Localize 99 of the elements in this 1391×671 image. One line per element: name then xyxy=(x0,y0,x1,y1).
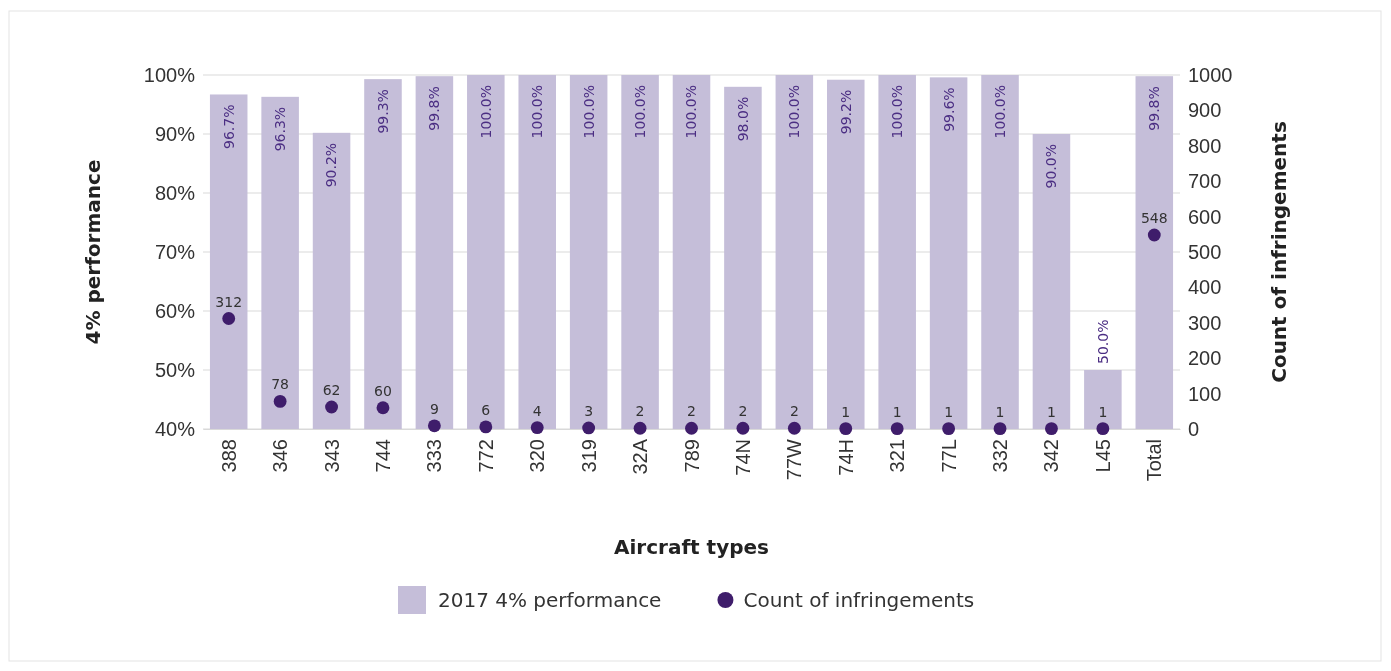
y-tick-label: 80% xyxy=(154,181,196,204)
data-label: 99.3% xyxy=(374,89,391,134)
y2-tick-label: 100 xyxy=(1188,382,1222,405)
y-axis-title: 4% performance xyxy=(81,159,105,345)
data-label: 60 xyxy=(374,382,392,399)
point xyxy=(942,422,956,436)
legend-label: 2017 4% performance xyxy=(438,588,662,612)
data-label: 100.0% xyxy=(477,85,494,139)
point xyxy=(993,422,1007,436)
data-label: 2 xyxy=(738,403,748,420)
y-tick-label: 40% xyxy=(154,417,196,440)
data-label: 1 xyxy=(1046,403,1056,420)
point xyxy=(530,421,544,434)
data-label: 98.0% xyxy=(734,96,751,142)
data-label: 100.0% xyxy=(631,85,648,139)
legend-label: Count of infringements xyxy=(743,588,975,612)
data-label: 1 xyxy=(892,403,902,420)
data-label: 96.7% xyxy=(220,104,237,149)
x-tick-label: 772 xyxy=(474,439,497,473)
data-label: 548 xyxy=(1140,210,1168,227)
y-tick-label: 100% xyxy=(143,63,196,86)
point xyxy=(427,419,441,433)
x-tick-label: 343 xyxy=(320,439,343,473)
y2-tick-label: 600 xyxy=(1188,205,1222,228)
data-label: 99.8% xyxy=(426,86,443,131)
data-label: 90.2% xyxy=(323,142,340,188)
x-tick-label: 342 xyxy=(1040,439,1063,473)
data-label: 96.3% xyxy=(272,106,289,152)
x-tick-label: 332 xyxy=(989,439,1012,473)
data-label: 100.0% xyxy=(529,85,546,139)
x-tick-label: 333 xyxy=(423,439,446,473)
x-tick-label: 388 xyxy=(217,439,240,473)
data-label: 1 xyxy=(1098,403,1108,420)
y-tick-label: 70% xyxy=(154,240,196,263)
data-label: 9 xyxy=(429,400,439,417)
point xyxy=(890,422,904,436)
data-label: 100.0% xyxy=(683,85,700,139)
y2-tick-label: 200 xyxy=(1188,347,1222,370)
point xyxy=(376,401,390,415)
data-label: 50.0% xyxy=(1094,319,1111,364)
y2-tick-label: 500 xyxy=(1188,240,1222,263)
data-label: 1 xyxy=(944,403,954,420)
y2-axis-title: Count of infringements xyxy=(1267,121,1291,383)
point xyxy=(633,421,647,435)
point xyxy=(273,394,287,408)
y2-tick-label: 400 xyxy=(1188,276,1222,299)
data-label: 2 xyxy=(789,403,799,420)
data-label: 1 xyxy=(841,403,851,420)
point xyxy=(325,400,338,414)
x-tick-label: Total xyxy=(1143,439,1166,482)
x-tick-label: 77L xyxy=(937,439,960,473)
y2-tick-label: 1000 xyxy=(1188,63,1233,86)
x-tick-label: 346 xyxy=(269,439,292,473)
x-tick-label: 321 xyxy=(886,439,909,473)
data-label: 3 xyxy=(584,402,594,419)
data-label: 100.0% xyxy=(889,85,906,139)
data-label: 312 xyxy=(215,293,243,310)
x-tick-label: 789 xyxy=(680,439,703,473)
data-label: 1 xyxy=(995,403,1005,420)
y2-tick-label: 300 xyxy=(1188,311,1222,334)
x-axis-title: Aircraft types xyxy=(613,535,770,559)
data-label: 78 xyxy=(271,376,290,393)
data-label: 100.0% xyxy=(991,85,1008,139)
data-label: 100.0% xyxy=(580,85,597,139)
y2-tick-label: 700 xyxy=(1188,170,1222,193)
point xyxy=(1096,422,1110,436)
y2-tick-label: 900 xyxy=(1188,99,1222,122)
x-tick-label: L45 xyxy=(1091,439,1114,473)
point xyxy=(1147,228,1161,242)
point xyxy=(736,421,750,435)
y-tick-label: 60% xyxy=(154,299,196,322)
point xyxy=(685,421,698,435)
point xyxy=(787,421,801,435)
x-tick-label: 320 xyxy=(526,439,549,473)
x-tick-label: 74H xyxy=(834,439,857,476)
x-tick-label: 744 xyxy=(371,439,394,473)
y2-tick-label: 800 xyxy=(1188,134,1222,157)
data-label: 2 xyxy=(687,403,696,420)
data-label: 62 xyxy=(322,382,341,399)
point xyxy=(479,420,493,434)
data-label: 2 xyxy=(635,403,645,420)
data-label: 99.8% xyxy=(1146,86,1163,131)
point xyxy=(582,421,596,435)
data-label: 99.6% xyxy=(940,87,957,132)
y2-tick-label: 0 xyxy=(1188,417,1200,440)
x-tick-label: 77W xyxy=(783,438,806,481)
x-tick-label: 32A xyxy=(629,438,652,475)
data-label: 4 xyxy=(532,402,542,419)
x-tick-label: 319 xyxy=(577,439,600,473)
point xyxy=(839,422,853,436)
data-label: 99.2% xyxy=(837,89,854,135)
x-tick-label: 74N xyxy=(731,439,754,476)
data-label: 90.0% xyxy=(1043,144,1060,189)
y-tick-label: 90% xyxy=(154,122,196,145)
data-label: 100.0% xyxy=(786,85,803,139)
point xyxy=(1045,422,1058,436)
data-label: 6 xyxy=(481,401,491,418)
point xyxy=(222,312,236,325)
y-tick-label: 50% xyxy=(154,358,196,381)
